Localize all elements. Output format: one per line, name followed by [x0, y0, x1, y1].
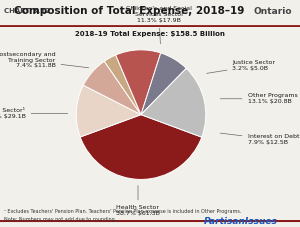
Wedge shape: [80, 115, 202, 179]
Wedge shape: [83, 61, 141, 115]
Text: Postsecondary and
Training Sector
7.4% $11.8B: Postsecondary and Training Sector 7.4% $…: [0, 52, 89, 69]
Wedge shape: [141, 68, 206, 137]
Text: Health Sector
38.7% $61.3B: Health Sector 38.7% $61.3B: [116, 185, 160, 216]
Text: ¹ Excludes Teachers' Pension Plan. Teachers' Pension Plan expense is included in: ¹ Excludes Teachers' Pension Plan. Teach…: [4, 209, 242, 214]
Text: Interest on Debt
7.9% $12.5B: Interest on Debt 7.9% $12.5B: [220, 133, 299, 145]
Text: Education Sector¹
18.3% $29.1B: Education Sector¹ 18.3% $29.1B: [0, 108, 68, 119]
Text: Composition of Total Expense, 2018–19: Composition of Total Expense, 2018–19: [14, 6, 244, 16]
Text: Justice Sector
3.2% $5.0B: Justice Sector 3.2% $5.0B: [207, 60, 275, 73]
Wedge shape: [76, 85, 141, 137]
Text: 2018–19 Total Expense: $158.5 Billion: 2018–19 Total Expense: $158.5 Billion: [75, 31, 225, 37]
Wedge shape: [116, 50, 161, 115]
Text: Other Programs
13.1% $20.8B: Other Programs 13.1% $20.8B: [220, 93, 297, 104]
Wedge shape: [104, 55, 141, 115]
Text: Ontario: Ontario: [254, 7, 292, 16]
Wedge shape: [141, 53, 186, 115]
Text: Children's and Social
Services Sector
11.3% $17.9B: Children's and Social Services Sector 11…: [126, 6, 192, 44]
Text: Note: Numbers may not add due to rounding.: Note: Numbers may not add due to roundin…: [4, 217, 117, 222]
Text: CHART 3.12: CHART 3.12: [4, 8, 50, 15]
Text: PartisanIssues: PartisanIssues: [204, 217, 278, 226]
